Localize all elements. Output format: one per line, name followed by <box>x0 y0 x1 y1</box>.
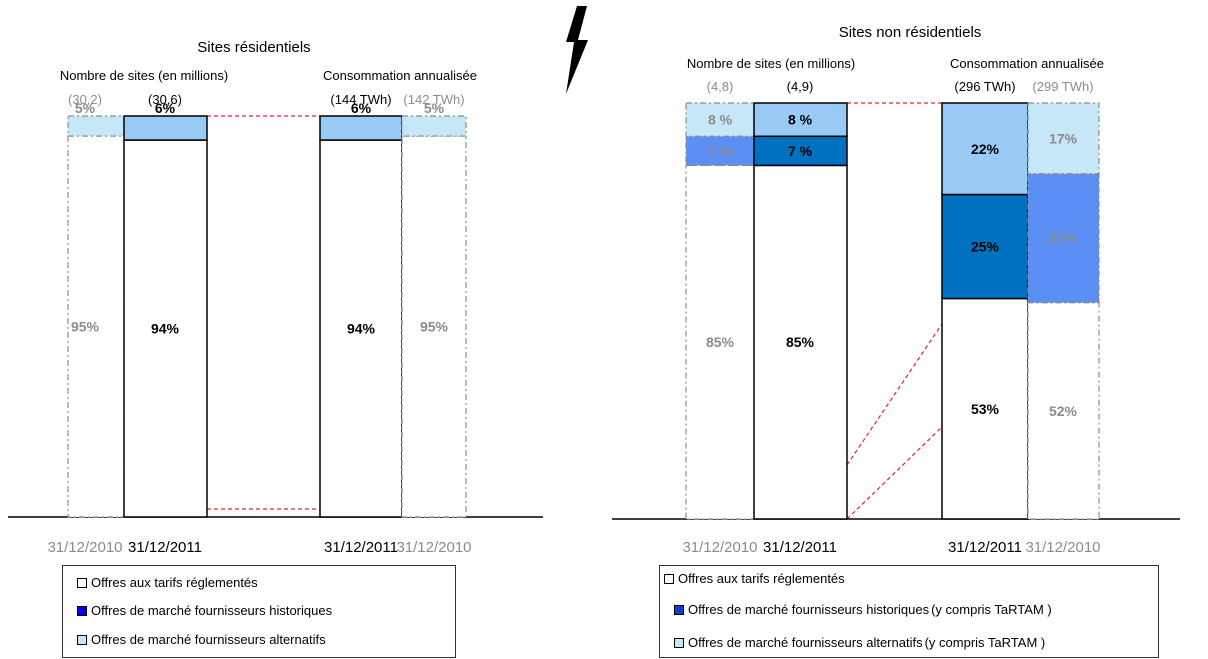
bar-total-label: (144 TWh) <box>330 92 391 107</box>
legend-label-historic: Offres de marché fournisseurs historique… <box>688 602 929 617</box>
data-label: 8 % <box>788 112 813 128</box>
legend-non-residential: Offres aux tarifs réglementés Offres de … <box>659 565 1159 658</box>
group-label: Consommation annualisée <box>950 56 1104 71</box>
x-tick-label: 31/12/2010 <box>47 539 122 556</box>
legend-item-regulated: Offres aux tarifs réglementés <box>664 571 845 586</box>
x-tick-label: 31/12/2010 <box>396 539 471 556</box>
legend-label-regulated: Offres aux tarifs réglementés <box>678 571 845 586</box>
data-label: 85% <box>706 334 735 350</box>
data-label: 52% <box>1049 403 1078 419</box>
data-label: 25% <box>971 239 1000 255</box>
data-label: 53% <box>971 401 1000 417</box>
data-label: 7 % <box>708 143 733 159</box>
legend-item-regulated: Offres aux tarifs réglementés <box>77 575 258 590</box>
legend-item-historic: Offres de marché fournisseurs historique… <box>77 603 332 618</box>
data-label: 94% <box>347 321 376 337</box>
legend-residential: Offres aux tarifs réglementés Offres de … <box>62 565 456 658</box>
bar-total-label: (299 TWh) <box>1032 79 1093 94</box>
chart-title: Sites non résidentiels <box>839 24 982 41</box>
data-label: 7 % <box>788 143 813 159</box>
bar-segment <box>320 116 402 140</box>
x-tick-label: 31/12/2011 <box>324 539 398 556</box>
bar-total-label: (296 TWh) <box>954 79 1015 94</box>
legend-label-alternative: Offres de marché fournisseurs alternatif… <box>91 632 326 647</box>
legend-swatch-alternative <box>674 638 684 648</box>
x-tick-label: 31/12/2011 <box>948 539 1022 556</box>
bar-total-label: (30,6) <box>148 92 182 107</box>
legend-item-alternative: Offres de marché fournisseurs alternatif… <box>674 635 1045 650</box>
bar-total-label: (142 TWh) <box>403 92 464 107</box>
data-label: 95% <box>420 319 449 335</box>
data-label: 85% <box>786 334 815 350</box>
group-label: Nombre de sites (en millions) <box>60 68 228 83</box>
legend-label-alternative: Offres de marché fournisseurs alternatif… <box>688 635 923 650</box>
data-label: 94% <box>151 321 180 337</box>
legend-swatch-historic <box>674 605 684 615</box>
data-label: 8 % <box>708 112 733 128</box>
group-label: Consommation annualisée <box>323 68 477 83</box>
legend-label-alternative-suffix: (y compris TaRTAM ) <box>925 635 1046 650</box>
group-label: Nombre de sites (en millions) <box>687 56 855 71</box>
legend-item-alternative: Offres de marché fournisseurs alternatif… <box>77 632 326 647</box>
bar-total-label: (4,8) <box>707 79 734 94</box>
legend-swatch-alternative <box>77 635 87 645</box>
data-label: 31% <box>1049 230 1078 246</box>
connector-line <box>847 324 942 465</box>
x-tick-label: 31/12/2010 <box>682 539 757 556</box>
legend-swatch-historic <box>77 606 87 616</box>
data-label: 22% <box>971 141 1000 157</box>
bar-segment <box>124 116 207 140</box>
x-tick-label: 31/12/2011 <box>128 539 202 556</box>
data-label: 95% <box>71 319 100 335</box>
bar-segment <box>68 116 124 136</box>
data-label: 17% <box>1049 130 1078 146</box>
legend-label-historic-suffix: (y compris TaRTAM ) <box>931 602 1052 617</box>
chart-title: Sites résidentiels <box>197 39 310 56</box>
x-tick-label: 31/12/2011 <box>763 539 837 556</box>
bar-segment <box>402 116 466 136</box>
x-tick-label: 31/12/2010 <box>1025 539 1100 556</box>
legend-label-regulated: Offres aux tarifs réglementés <box>91 575 258 590</box>
lightning-bolt-icon <box>566 6 588 94</box>
legend-label-historic: Offres de marché fournisseurs historique… <box>91 603 332 618</box>
legend-swatch-regulated <box>664 574 674 584</box>
connector-line <box>847 427 942 519</box>
legend-swatch-regulated <box>77 578 87 588</box>
bar-total-label: (30,2) <box>68 92 102 107</box>
bar-total-label: (4,9) <box>787 79 814 94</box>
legend-item-historic: Offres de marché fournisseurs historique… <box>674 602 1052 617</box>
